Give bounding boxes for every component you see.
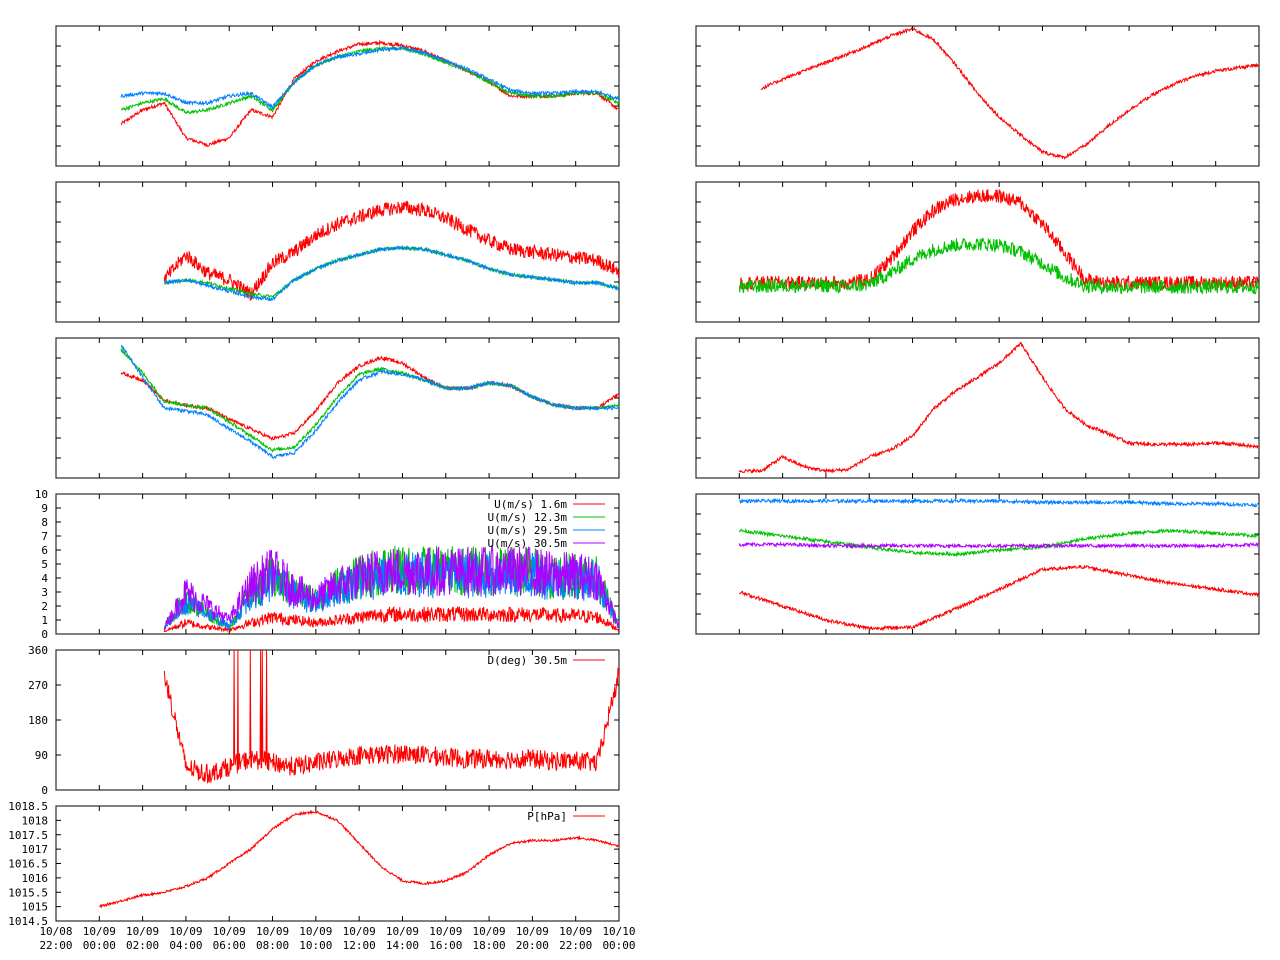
series-purple-line	[738, 540, 1259, 550]
x-tick-label: 06:00	[213, 939, 246, 952]
x-tick-label: 10/09	[299, 925, 332, 938]
x-tick-label: 10/08	[39, 925, 72, 938]
y-tick-label: 3	[41, 586, 48, 599]
series-red-line	[99, 809, 619, 909]
series-red-line	[163, 650, 619, 784]
x-tick-label: 18:00	[473, 939, 506, 952]
panel-frame	[695, 493, 1260, 635]
x-tick-label: 12:00	[343, 939, 376, 952]
panel-left-2	[55, 181, 620, 323]
x-tick-label: 10/09	[343, 925, 376, 938]
series-blue-line	[120, 45, 619, 111]
panel-right-2	[695, 181, 1260, 323]
y-tick-label: 0	[41, 628, 48, 641]
panel-left-3	[55, 337, 620, 479]
x-tick-label: 22:00	[39, 939, 72, 952]
series-blue-line	[163, 244, 619, 302]
series-green-line	[738, 527, 1259, 558]
panel-right-4	[695, 493, 1260, 635]
x-tick-label: 20:00	[516, 939, 549, 952]
x-tick-label: 22:00	[559, 939, 592, 952]
series-red-line	[760, 26, 1259, 160]
x-tick-label: 10/09	[169, 925, 202, 938]
y-tick-label: 0	[41, 784, 48, 797]
y-tick-label: 1016	[22, 872, 49, 885]
y-tick-label: 9	[41, 502, 48, 515]
series-red-line	[738, 189, 1259, 291]
series-green-line	[738, 237, 1259, 296]
panel-frame	[55, 805, 620, 922]
x-tick-label: 10/09	[126, 925, 159, 938]
panel-frame	[695, 337, 1260, 479]
y-tick-label: 1	[41, 614, 48, 627]
y-tick-label: 5	[41, 558, 48, 571]
legend-label: U(m/s) 1.6m	[494, 498, 567, 511]
legend-label: U(m/s) 29.5m	[488, 524, 568, 537]
y-tick-label: 360	[28, 644, 48, 657]
x-tick-label: 10/09	[256, 925, 289, 938]
y-tick-label: 90	[35, 749, 48, 762]
panel-frame	[695, 181, 1260, 323]
series-blue-line	[120, 344, 619, 460]
legend-label: D(deg) 30.5m	[488, 654, 568, 667]
y-tick-label: 1014.5	[8, 915, 48, 928]
x-tick-label: 02:00	[126, 939, 159, 952]
panel-left-5: 0 90 180 270 360 D(deg) 30.5m	[28, 644, 620, 797]
panel-right-3	[695, 337, 1260, 479]
y-tick-label: 270	[28, 679, 48, 692]
series-blue-line	[738, 497, 1259, 508]
legend-label: U(m/s) 30.5m	[488, 537, 568, 550]
y-tick-label: 10	[35, 488, 48, 501]
x-tick-label: 10/09	[386, 925, 419, 938]
x-tick-label: 16:00	[429, 939, 462, 952]
x-tick-label: 10/09	[516, 925, 549, 938]
y-tick-label: 1016.5	[8, 858, 48, 871]
x-tick-label: 14:00	[386, 939, 419, 952]
panel-frame	[55, 181, 620, 323]
y-tick-label: 7	[41, 530, 48, 543]
series-purple-line	[163, 544, 619, 630]
x-tick-label: 10/09	[473, 925, 506, 938]
x-tick-label: 04:00	[169, 939, 202, 952]
panel-left-1	[55, 25, 620, 167]
series-red-line	[163, 200, 619, 301]
y-tick-label: 1018	[22, 814, 49, 827]
x-tick-label: 10/09	[559, 925, 592, 938]
y-tick-label: 1017	[22, 843, 49, 856]
y-tick-label: 1015	[22, 901, 49, 914]
y-tick-label: 1018.5	[8, 800, 48, 813]
panel-frame	[55, 25, 620, 167]
y-tick-label: 1017.5	[8, 829, 48, 842]
legend-label: U(m/s) 12.3m	[488, 511, 568, 524]
panel-frame	[695, 25, 1260, 167]
series-red-line	[163, 605, 619, 633]
series-green-line	[120, 348, 619, 453]
y-tick-label: 1015.5	[8, 886, 48, 899]
x-tick-label: 00:00	[602, 939, 635, 952]
y-tick-label: 4	[41, 572, 48, 585]
x-tick-label: 10/09	[429, 925, 462, 938]
panel-frame	[55, 337, 620, 479]
panel-frame	[55, 649, 620, 791]
x-tick-label: 10/09	[83, 925, 116, 938]
x-tick-label: 10/09	[213, 925, 246, 938]
panel-right-1	[695, 25, 1260, 167]
x-tick-label: 08:00	[256, 939, 289, 952]
series-red-line	[738, 564, 1259, 632]
y-tick-label: 2	[41, 600, 48, 613]
x-tick-label: 10/10	[602, 925, 635, 938]
y-tick-label: 180	[28, 714, 48, 727]
legend-label: P[hPa]	[527, 810, 567, 823]
y-tick-label: 8	[41, 516, 48, 529]
series-green-line	[163, 244, 619, 300]
x-tick-label: 10:00	[299, 939, 332, 952]
series-red-line	[738, 341, 1259, 474]
y-tick-label: 6	[41, 544, 48, 557]
x-tick-label: 00:00	[83, 939, 116, 952]
